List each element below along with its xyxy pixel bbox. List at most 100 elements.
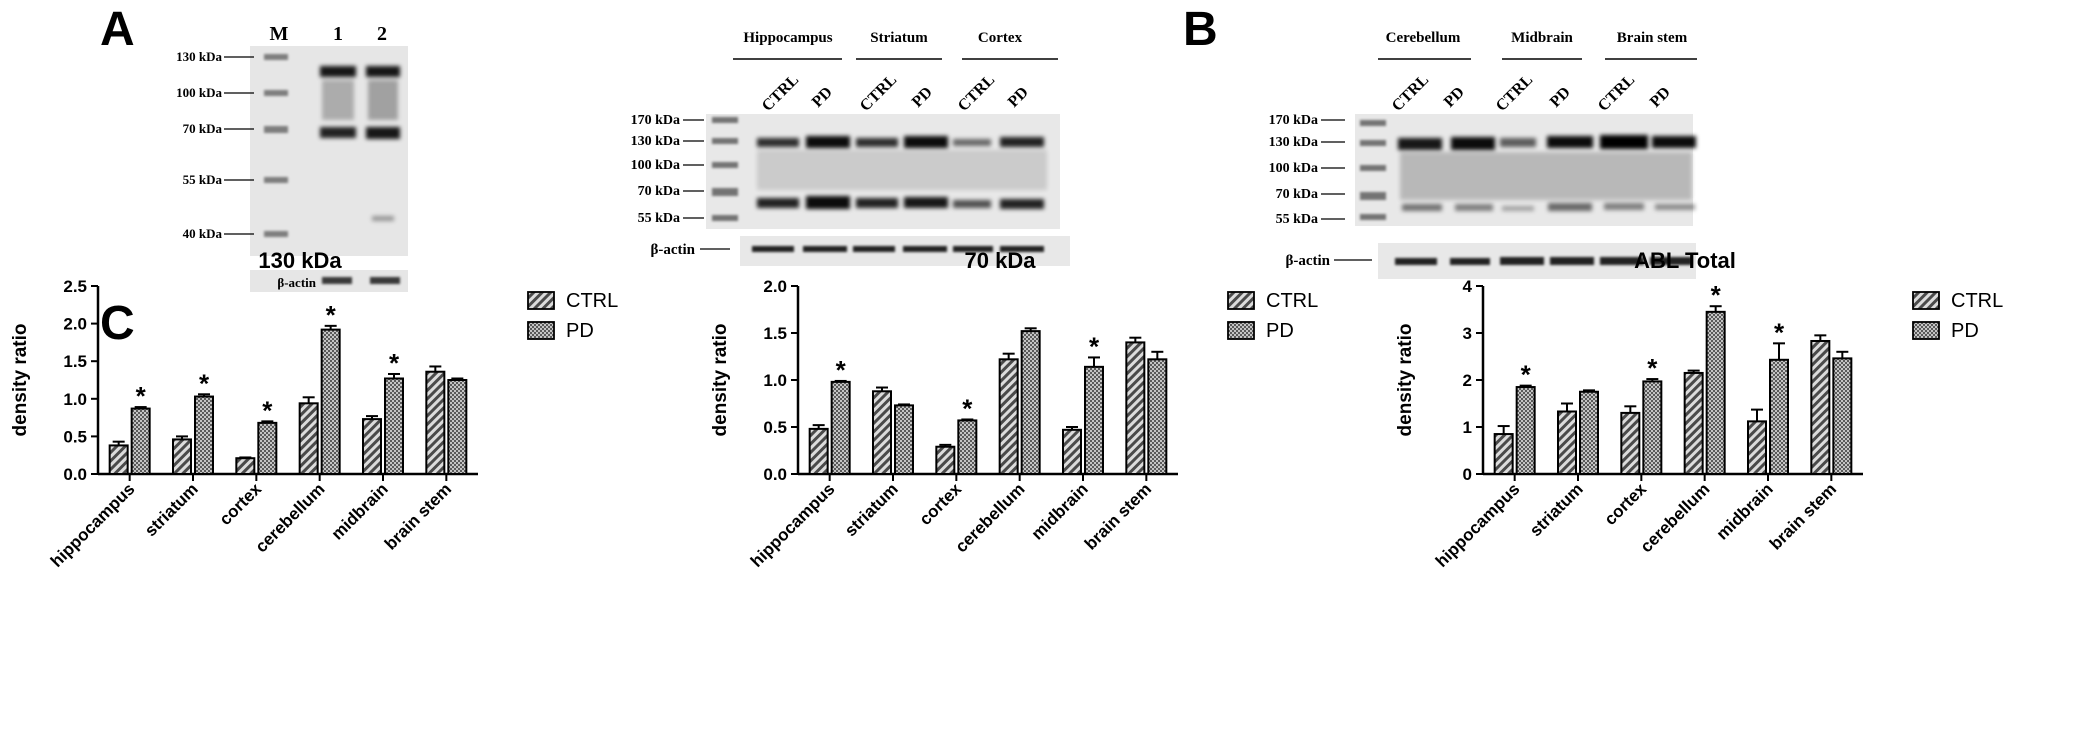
y-tick-label: 1.5: [63, 352, 87, 371]
blot-b-lane-label: CTRL: [1595, 71, 1638, 114]
bar-ctrl-striatum: [1557, 410, 1577, 476]
legend-label-ctrl: CTRL: [566, 290, 618, 312]
blot-b-lane-label: PD: [1647, 84, 1674, 111]
blot-a-group-striatum: Striatum: [870, 30, 928, 46]
blot-a-regions-actin-label: β-actin: [650, 242, 695, 258]
bar-ctrl-hippocampus: [108, 444, 129, 475]
x-tick-label: cortex: [916, 479, 966, 529]
x-tick-label: midbrain: [1028, 479, 1092, 543]
bar-pd-cortex: [1642, 380, 1663, 475]
significance-star: *: [136, 381, 147, 411]
x-tick-label: midbrain: [328, 479, 392, 543]
western-blots: M 1 2 130 kDa 100 kDa 70 kDa 55 kDa 40 k…: [176, 23, 1697, 292]
y-axis-label: density ratio: [1395, 324, 1416, 437]
y-tick-label: 0.0: [763, 465, 787, 484]
legend-swatch-ctrl: [1227, 291, 1255, 310]
bar-pd-striatum: [1579, 390, 1599, 475]
x-tick-label: hippocampus: [747, 479, 839, 571]
y-axis-label: density ratio: [10, 324, 31, 437]
y-tick-label: 2.5: [63, 277, 87, 296]
y-tick-label: 2.0: [763, 277, 787, 296]
blot-a-lane-label: CTRL: [759, 71, 802, 114]
blot-a-marker: M 1 2 130 kDa 100 kDa 70 kDa 55 kDa 40 k…: [176, 23, 408, 292]
blot-a-regions-marker-55: 55 kDa: [638, 211, 680, 226]
blot-a-lane-m: M: [270, 23, 289, 45]
significance-star: *: [1521, 360, 1532, 390]
blot-a-regions-marker-130: 130 kDa: [631, 134, 680, 149]
bar-pd-hippocampus: [830, 380, 851, 476]
x-tick-label: cortex: [1601, 479, 1651, 529]
panel-label-c: C: [100, 297, 135, 350]
bar-ctrl-hippocampus: [808, 427, 829, 476]
blot-a-regions-marker-100: 100 kDa: [631, 158, 680, 173]
blot-b-group-brainstem: Brain stem: [1617, 30, 1688, 46]
blot-a-lane-1: 1: [333, 23, 343, 45]
bar-pd-cortex: [957, 419, 978, 475]
bar-ctrl-cortex: [935, 445, 956, 476]
bar-pd-striatum: [894, 404, 914, 476]
chart-abl-total: ABL Total 0 1 2 3 4 density ratio hippocampus st…: [1395, 248, 2003, 571]
y-tick-label: 4: [1463, 277, 1473, 296]
y-tick-label: 3: [1463, 324, 1472, 343]
bar-ctrl-brain-stem: [425, 370, 446, 475]
blot-a-marker-55: 55 kDa: [183, 172, 223, 187]
bar-ctrl-midbrain: [1062, 428, 1082, 476]
legend-label-ctrl: CTRL: [1266, 290, 1318, 312]
blot-a-marker-100: 100 kDa: [176, 85, 222, 100]
blot-a-regions-marker-170: 170 kDa: [631, 113, 680, 128]
y-axis-label: density ratio: [710, 324, 731, 437]
blot-a-lane-label: PD: [809, 84, 836, 111]
bar-pd-hippocampus: [1515, 386, 1536, 475]
significance-star: *: [199, 368, 210, 398]
legend-swatch-pd: [527, 321, 555, 340]
x-tick-label: brain stem: [1766, 479, 1840, 553]
bar-pd-hippocampus: [130, 407, 151, 476]
bar-pd-midbrain: [1769, 358, 1789, 475]
bar-pd-cerebellum: [1020, 330, 1041, 476]
legend-label-ctrl: CTRL: [1951, 290, 2003, 312]
blot-b-lane-label: CTRL: [1389, 71, 1432, 114]
panel-label-b: B: [1183, 3, 1218, 56]
y-tick-label: 0.5: [763, 418, 787, 437]
significance-star: *: [389, 348, 400, 378]
bar-pd-cerebellum: [1705, 310, 1726, 475]
x-tick-label: striatum: [141, 479, 202, 540]
y-tick-label: 0.0: [63, 465, 87, 484]
chart-title: 70 kDa: [965, 248, 1037, 273]
bar-pd-striatum: [194, 395, 214, 476]
bar-pd-midbrain: [1084, 365, 1104, 475]
y-tick-label: 2.0: [63, 315, 87, 334]
blot-b-marker-170: 170 kDa: [1269, 113, 1318, 128]
blot-a-lane-label: CTRL: [955, 71, 998, 114]
bar-pd-brain-stem: [1832, 357, 1853, 476]
blot-a-marker-40: 40 kDa: [183, 226, 223, 241]
blot-a-marker-actin-label: β-actin: [277, 275, 316, 290]
blot-a-lane-label: PD: [1005, 84, 1032, 111]
bar-ctrl-cerebellum: [998, 358, 1019, 476]
significance-star: *: [1711, 280, 1722, 310]
chart-title: ABL Total: [1634, 248, 1736, 273]
blot-b-lane-label: PD: [1441, 84, 1468, 111]
bar-pd-midbrain: [384, 377, 404, 475]
x-tick-label: hippocampus: [47, 479, 139, 571]
chart-130kda: 130 kDa 0.0 0.5 1.0 1.5 2.0 2.5 density ratio hi…: [10, 248, 618, 571]
y-tick-label: 2: [1463, 371, 1472, 390]
bar-ctrl-striatum: [172, 438, 192, 476]
chart-70kda: 70 kDa 0.0 0.5 1.0 1.5 2.0 density ratio hippoc…: [710, 248, 1318, 571]
bar-ctrl-hippocampus: [1493, 433, 1514, 476]
y-tick-label: 1: [1463, 418, 1472, 437]
significance-star: *: [836, 355, 847, 385]
blot-a-marker-130: 130 kDa: [176, 49, 222, 64]
legend-label-pd: PD: [1951, 320, 1979, 342]
panel-label-a: A: [100, 3, 135, 56]
blot-a-marker-membrane: [250, 46, 408, 256]
bar-ctrl-cerebellum: [298, 402, 319, 475]
chart-title: 130 kDa: [258, 248, 342, 273]
blot-b-lane-label: CTRL: [1493, 71, 1536, 114]
y-tick-label: 0.5: [63, 427, 87, 446]
blot-a-group-cortex: Cortex: [978, 30, 1023, 46]
significance-star: *: [262, 395, 273, 425]
x-tick-label: cortex: [216, 479, 266, 529]
x-tick-label: striatum: [1526, 479, 1587, 540]
